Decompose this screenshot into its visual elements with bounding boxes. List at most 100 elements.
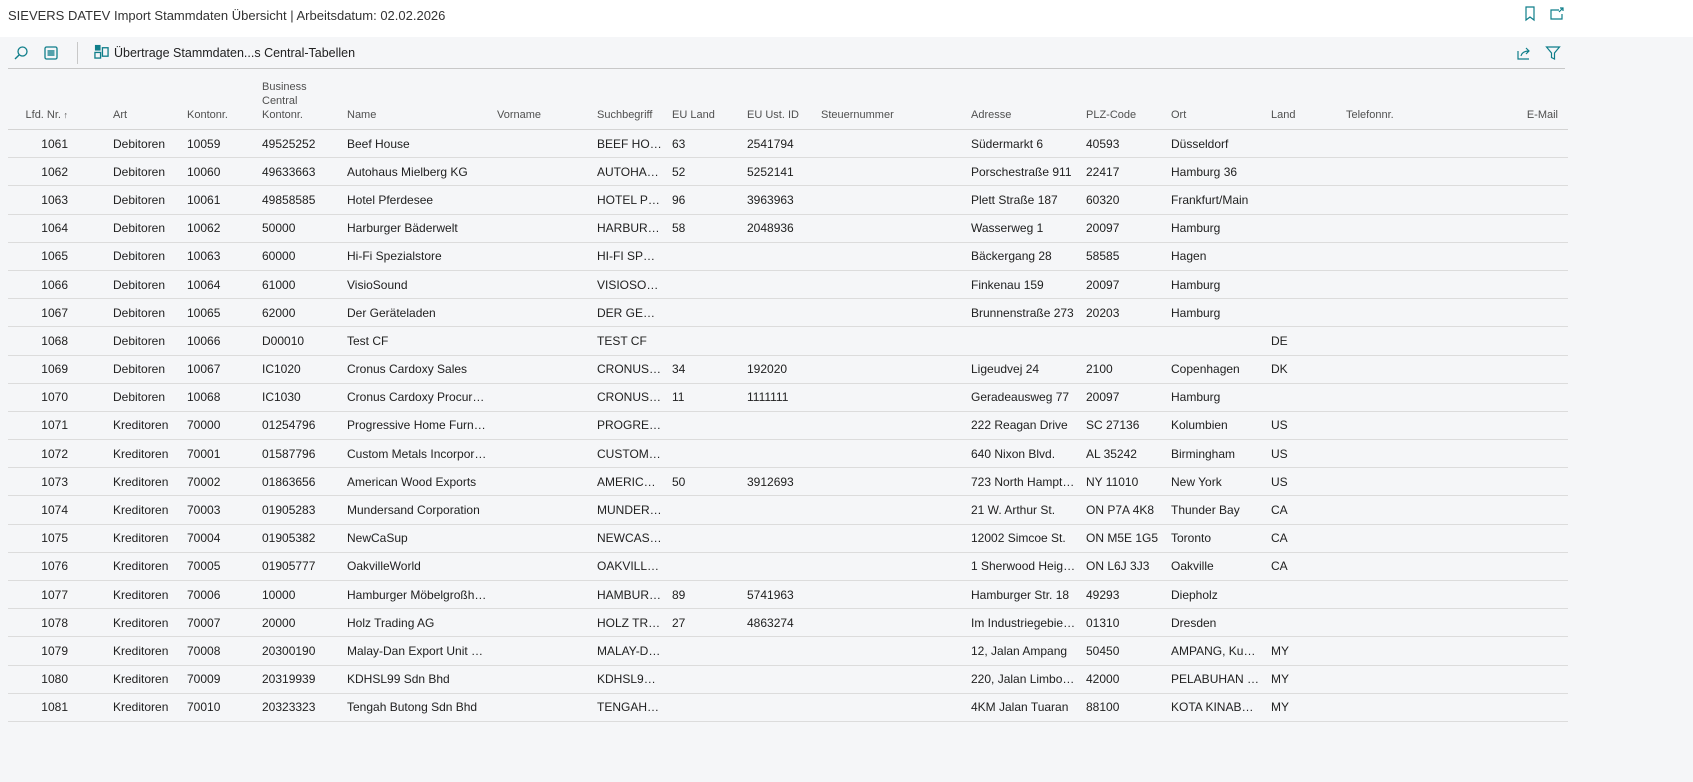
table-row[interactable]: 1072 Kreditoren 70001 01587796 Custom Metals…: [8, 439, 1568, 469]
cell-lfd-nr[interactable]: 1070: [8, 383, 103, 412]
cell-lfd-nr[interactable]: 1074: [8, 495, 103, 525]
table-row[interactable]: 1071 Kreditoren 70000 01254796 Progressive H…: [8, 411, 1568, 441]
cell-lfd-nr[interactable]: 1064: [8, 214, 103, 243]
cell-lfd-nr[interactable]: 1080: [8, 665, 103, 694]
cell-art: Kreditoren: [103, 552, 177, 582]
table-row[interactable]: 1062 Debitoren 10060 49633663 Autohaus Mielb…: [8, 157, 1568, 187]
cell-kontonr[interactable]: 10063: [177, 242, 252, 271]
table-row[interactable]: 1074 Kreditoren 70003 01905283 Mundersand Co…: [8, 495, 1568, 525]
cell-eu-land: [662, 298, 737, 328]
table-row[interactable]: 1061 Debitoren 10059 49525252 Beef House BEEF…: [8, 129, 1568, 159]
column-header-land[interactable]: Land: [1261, 70, 1336, 130]
column-header-bc-kontonr[interactable]: Business Central Kontonr.: [252, 70, 337, 130]
cell-kontonr[interactable]: 10067: [177, 355, 252, 384]
column-header-label: Lfd. Nr.: [25, 109, 61, 121]
cell-kontonr[interactable]: 10068: [177, 383, 252, 412]
cell-lfd-nr[interactable]: 1081: [8, 693, 103, 722]
column-header-label: Suchbegriff: [597, 109, 653, 121]
cell-kontonr[interactable]: 10065: [177, 298, 252, 328]
cell-lfd-nr[interactable]: 1073: [8, 467, 103, 497]
column-header-eu-ust-id[interactable]: EU Ust. ID: [737, 70, 811, 130]
cell-kontonr[interactable]: 70003: [177, 495, 252, 525]
cell-lfd-nr[interactable]: 1066: [8, 270, 103, 300]
cell-kontonr[interactable]: 70002: [177, 467, 252, 497]
table-row[interactable]: 1063 Debitoren 10061 49858585 Hotel Pferdese…: [8, 185, 1568, 215]
table-row[interactable]: 1065 Debitoren 10063 60000 Hi-Fi Spezialstor…: [8, 242, 1568, 271]
table-row[interactable]: 1067 Debitoren 10065 62000 Der Geräteladen DE…: [8, 298, 1568, 328]
table-row[interactable]: 1077 Kreditoren 70006 10000 Hamburger Möbelg…: [8, 580, 1568, 610]
cell-kontonr[interactable]: 10059: [177, 129, 252, 159]
filter-icon[interactable]: [1545, 44, 1561, 62]
cell-name: VisioSound: [337, 270, 487, 300]
cell-lfd-nr[interactable]: 1062: [8, 157, 103, 187]
column-header-suchbegriff[interactable]: Suchbegriff: [587, 70, 662, 130]
cell-kontonr[interactable]: 10064: [177, 270, 252, 300]
cell-lfd-nr[interactable]: 1061: [8, 129, 103, 159]
cell-kontonr[interactable]: 70009: [177, 665, 252, 694]
column-header-kontonr[interactable]: Kontonr.: [177, 70, 252, 130]
cell-kontonr[interactable]: 70005: [177, 552, 252, 582]
cell-bc-kontonr: IC1030: [252, 383, 337, 412]
table-row[interactable]: 1080 Kreditoren 70009 20319939 KDHSL99 Sdn B…: [8, 665, 1568, 694]
cell-kontonr[interactable]: 70007: [177, 608, 252, 638]
table-row[interactable]: 1079 Kreditoren 70008 20300190 Malay-Dan Exp…: [8, 636, 1568, 666]
cell-kontonr[interactable]: 10066: [177, 326, 252, 356]
layout-icon[interactable]: [43, 44, 59, 62]
cell-eu-ust-id: 5741963: [737, 580, 811, 610]
cell-land: [1261, 580, 1336, 610]
cell-lfd-nr[interactable]: 1063: [8, 185, 103, 215]
cell-lfd-nr[interactable]: 1069: [8, 355, 103, 384]
cell-ort: Diepholz: [1161, 580, 1261, 610]
column-header-name[interactable]: Name: [337, 70, 487, 130]
cell-lfd-nr[interactable]: 1077: [8, 580, 103, 610]
column-header-adresse[interactable]: Adresse: [961, 70, 1076, 130]
cell-kontonr[interactable]: 70010: [177, 693, 252, 722]
cell-kontonr[interactable]: 70006: [177, 580, 252, 610]
cell-lfd-nr[interactable]: 1068: [8, 326, 103, 356]
cell-ort: Hamburg 36: [1161, 157, 1261, 187]
transfer-master-data-button[interactable]: Übertrage Stammdaten...s Central-Tabelle…: [94, 44, 355, 62]
search-icon[interactable]: [13, 44, 29, 62]
column-header-telefonnr[interactable]: Telefonnr.: [1336, 70, 1450, 130]
table-row[interactable]: 1081 Kreditoren 70010 20323323 Tengah Butong…: [8, 693, 1568, 722]
cell-lfd-nr[interactable]: 1072: [8, 439, 103, 469]
cell-kontonr[interactable]: 70004: [177, 524, 252, 553]
share-icon[interactable]: [1516, 44, 1532, 62]
cell-kontonr[interactable]: 70001: [177, 439, 252, 469]
cell-ort: Düsseldorf: [1161, 129, 1261, 159]
column-header-eu-land[interactable]: EU Land: [662, 70, 737, 130]
column-header-e-mail[interactable]: E-Mail: [1450, 70, 1568, 130]
column-header-label: EU Ust. ID: [747, 109, 799, 121]
cell-kontonr[interactable]: 10060: [177, 157, 252, 187]
cell-lfd-nr[interactable]: 1078: [8, 608, 103, 638]
cell-kontonr[interactable]: 70000: [177, 411, 252, 441]
table-row[interactable]: 1073 Kreditoren 70002 01863656 American Wood…: [8, 467, 1568, 497]
cell-lfd-nr[interactable]: 1079: [8, 636, 103, 666]
open-new-window-icon[interactable]: [1549, 6, 1565, 22]
column-header-steuernummer[interactable]: Steuernummer: [811, 70, 961, 130]
cell-kontonr[interactable]: 70008: [177, 636, 252, 666]
table-row[interactable]: 1070 Debitoren 10068 IC1030 Cronus Cardoxy P…: [8, 383, 1568, 412]
table-row[interactable]: 1078 Kreditoren 70007 20000 Holz Trading AG H…: [8, 608, 1568, 638]
cell-lfd-nr[interactable]: 1067: [8, 298, 103, 328]
table-row[interactable]: 1066 Debitoren 10064 61000 VisioSound VISIOSO…: [8, 270, 1568, 300]
table-row[interactable]: 1076 Kreditoren 70005 01905777 OakvilleWorld…: [8, 552, 1568, 582]
table-row[interactable]: 1064 Debitoren 10062 50000 Harburger Bäderwe…: [8, 214, 1568, 243]
table-row[interactable]: 1068 Debitoren 10066 D00010 Test CF TEST CF DE: [8, 326, 1568, 356]
table-row[interactable]: 1075 Kreditoren 70004 01905382 NewCaSup NEWCA…: [8, 524, 1568, 553]
column-header-ort[interactable]: Ort: [1161, 70, 1261, 130]
cell-eu-land: [662, 636, 737, 666]
cell-kontonr[interactable]: 10061: [177, 185, 252, 215]
table-row[interactable]: 1069 Debitoren 10067 IC1020 Cronus Cardoxy S…: [8, 355, 1568, 384]
column-header-vorname[interactable]: Vorname: [487, 70, 587, 130]
cell-land: DK: [1261, 355, 1336, 384]
cell-lfd-nr[interactable]: 1071: [8, 411, 103, 441]
column-header-lfd-nr[interactable]: Lfd. Nr. ↑: [8, 70, 103, 130]
column-header-art[interactable]: Art: [103, 70, 177, 130]
column-header-plz-code[interactable]: PLZ-Code: [1076, 70, 1161, 130]
cell-lfd-nr[interactable]: 1065: [8, 242, 103, 271]
cell-kontonr[interactable]: 10062: [177, 214, 252, 243]
cell-lfd-nr[interactable]: 1076: [8, 552, 103, 582]
bookmark-icon[interactable]: [1523, 6, 1539, 22]
cell-lfd-nr[interactable]: 1075: [8, 524, 103, 553]
